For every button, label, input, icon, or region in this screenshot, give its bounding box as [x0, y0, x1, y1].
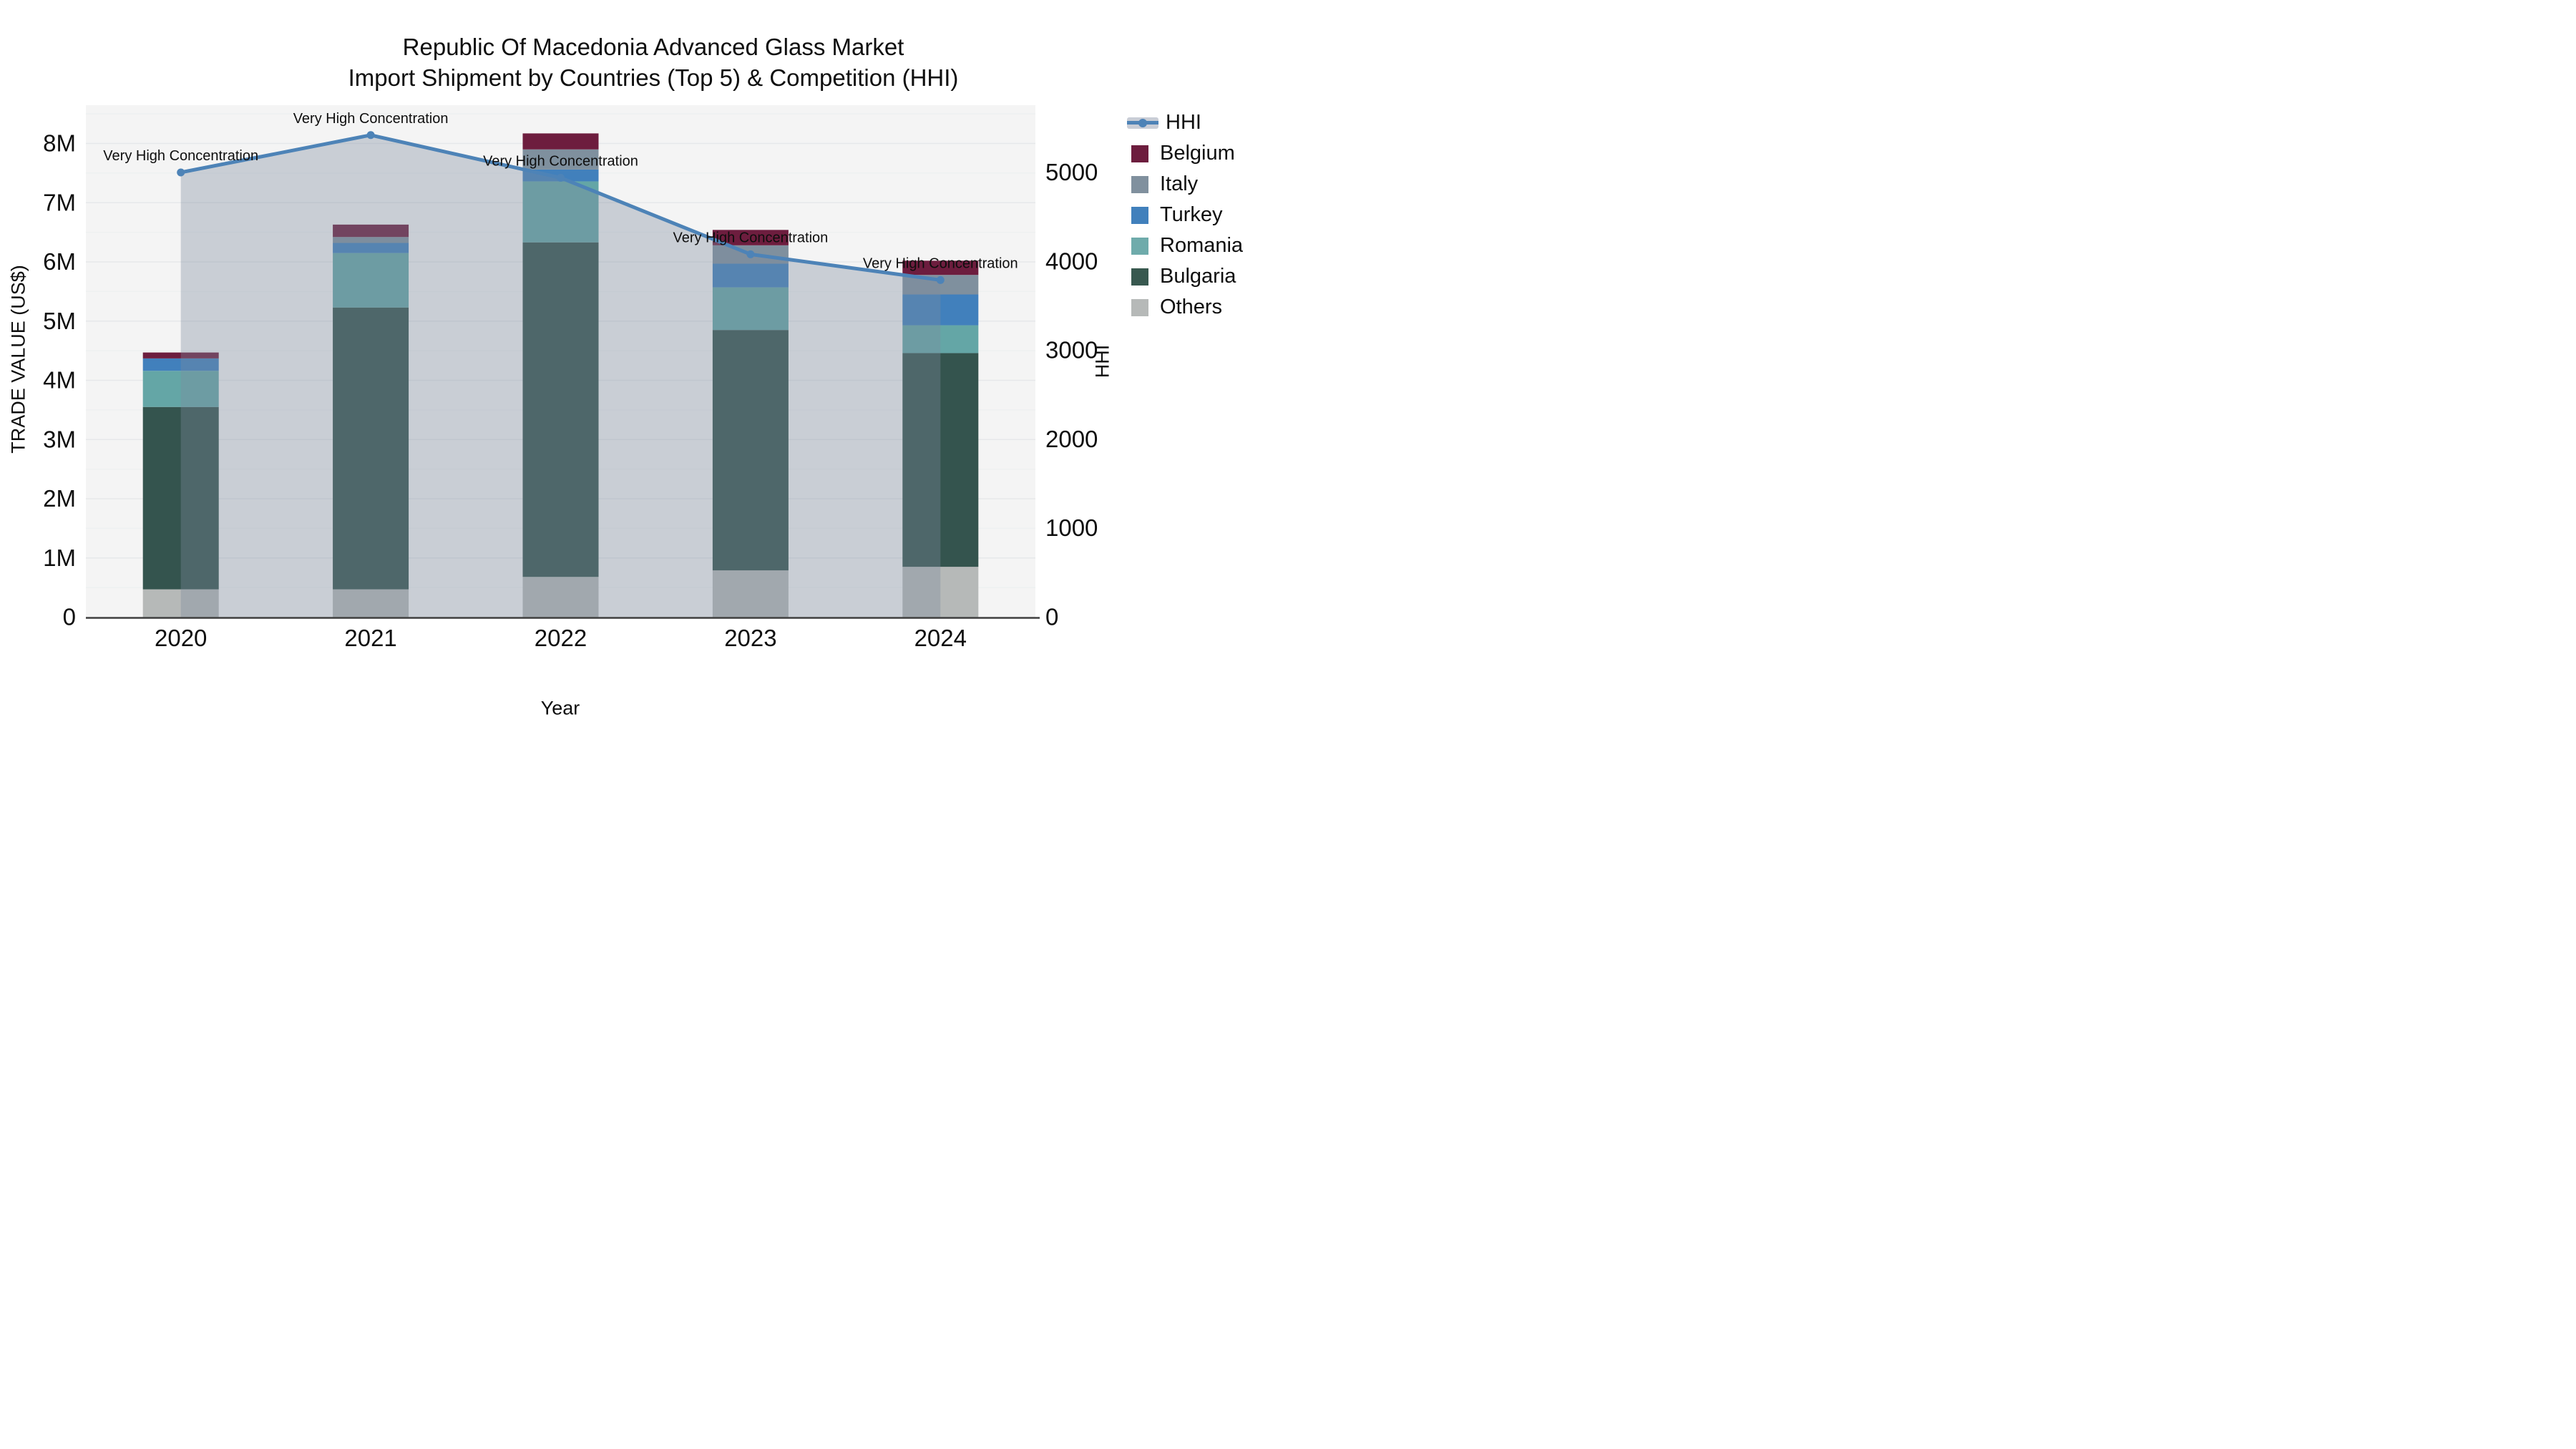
bar-segment-italy-2022[interactable]	[522, 149, 599, 170]
bar-segment-belgium-2020[interactable]	[142, 352, 219, 358]
annotation-2020: Very High Concentration	[103, 148, 258, 164]
hhi-marker-2020[interactable]	[177, 168, 185, 177]
legend-item-bulgaria[interactable]: Bulgaria	[1131, 261, 1243, 292]
color-swatch-icon	[1131, 175, 1148, 193]
bar-segment-turkey-2024[interactable]	[902, 294, 979, 326]
y-left-tick: 2M	[43, 485, 76, 512]
hhi-line-swatch-icon	[1127, 117, 1158, 129]
legend: HHI Belgium Italy Turkey Romania Bulgaria Othe…	[1127, 107, 1243, 323]
x-tick-2020: 2020	[155, 625, 207, 651]
bar-segment-romania-2020[interactable]	[142, 371, 219, 407]
chart-title-line1: Republic Of Macedonia Advanced Glass Mar…	[402, 34, 904, 60]
y-right-tick: 1000	[1045, 514, 1098, 541]
y-right-tick: 0	[1045, 604, 1058, 630]
y-left-tick: 4M	[43, 367, 76, 394]
bar-segment-bulgaria-2022[interactable]	[522, 242, 599, 577]
chart-title: Republic Of Macedonia Advanced Glass Mar…	[0, 31, 1288, 93]
bar-segment-belgium-2024[interactable]	[902, 260, 979, 275]
y-left-tick: 3M	[43, 426, 76, 452]
y-right-tick: 4000	[1045, 248, 1098, 274]
legend-label: HHI	[1166, 111, 1201, 134]
bar-segment-bulgaria-2024[interactable]	[902, 353, 979, 567]
color-swatch-icon	[1131, 298, 1148, 316]
y-axis-title-right: HHI	[1091, 344, 1113, 379]
annotation-2024: Very High Concentration	[863, 255, 1018, 271]
y-right-tick: 5000	[1045, 159, 1098, 185]
bar-segment-others-2022[interactable]	[522, 577, 599, 618]
bar-segment-belgium-2022[interactable]	[522, 133, 599, 150]
bar-segment-others-2020[interactable]	[142, 589, 219, 618]
y-left-tick: 5M	[43, 308, 76, 334]
legend-label: Bulgaria	[1160, 265, 1236, 288]
x-axis-title: Year	[540, 697, 580, 719]
figure: Republic Of Macedonia Advanced Glass Mar…	[0, 0, 1288, 724]
y-left-tick: 0	[63, 604, 76, 630]
bar-segment-turkey-2023[interactable]	[712, 263, 789, 288]
color-swatch-icon	[1131, 268, 1148, 286]
annotation-2023: Very High Concentration	[673, 230, 829, 245]
legend-label: Italy	[1160, 172, 1199, 195]
color-swatch-icon	[1131, 237, 1148, 255]
bar-segment-bulgaria-2020[interactable]	[142, 406, 219, 590]
y-left-tick: 1M	[43, 545, 76, 571]
annotation-2022: Very High Concentration	[483, 153, 638, 169]
bar-segment-belgium-2021[interactable]	[333, 224, 409, 238]
bar-segment-others-2021[interactable]	[333, 589, 409, 618]
color-swatch-icon	[1131, 145, 1148, 162]
hhi-marker-2023[interactable]	[746, 250, 755, 258]
bar-segment-others-2023[interactable]	[712, 570, 789, 618]
bar-segment-romania-2022[interactable]	[522, 181, 599, 243]
legend-item-turkey[interactable]: Turkey	[1131, 200, 1243, 230]
bar-segment-romania-2023[interactable]	[712, 287, 789, 331]
bar-segment-turkey-2021[interactable]	[333, 243, 409, 253]
legend-item-others[interactable]: Others	[1131, 292, 1243, 323]
legend-item-belgium[interactable]: Belgium	[1131, 138, 1243, 169]
y-right-tick: 3000	[1045, 337, 1098, 364]
annotation-2021: Very High Concentration	[293, 111, 449, 127]
hhi-marker-2022[interactable]	[557, 173, 565, 182]
legend-item-hhi[interactable]: HHI	[1127, 107, 1243, 138]
chart-title-line2: Import Shipment by Countries (Top 5) & C…	[348, 64, 959, 91]
x-tick-2024: 2024	[914, 625, 967, 651]
legend-item-romania[interactable]: Romania	[1131, 230, 1243, 261]
legend-label: Romania	[1160, 234, 1244, 257]
legend-label: Belgium	[1160, 142, 1235, 165]
color-swatch-icon	[1131, 206, 1148, 224]
y-axis-title-left: TRADE VALUE (US$)	[7, 265, 29, 454]
x-tick-2021: 2021	[344, 625, 396, 651]
bar-segment-bulgaria-2021[interactable]	[333, 307, 409, 590]
bar-segment-bulgaria-2023[interactable]	[712, 330, 789, 571]
bar-segment-romania-2021[interactable]	[333, 253, 409, 308]
legend-item-italy[interactable]: Italy	[1131, 169, 1243, 200]
x-tick-2022: 2022	[535, 625, 587, 651]
bar-segment-italy-2021[interactable]	[333, 237, 409, 243]
legend-label: Turkey	[1160, 203, 1223, 226]
y-left-tick: 8M	[43, 130, 76, 157]
bar-segment-romania-2024[interactable]	[902, 325, 979, 353]
bar-segment-turkey-2020[interactable]	[142, 358, 219, 371]
x-tick-2023: 2023	[724, 625, 776, 651]
hhi-marker-2021[interactable]	[366, 131, 375, 140]
hhi-marker-2024[interactable]	[936, 275, 945, 284]
y-left-tick: 7M	[43, 189, 76, 215]
bar-segment-belgium-2023[interactable]	[712, 230, 789, 245]
plot-area: 0 1M 2M 3M 4M 5M 6M 7M 8M 0 1000 2000 3000 4000 5000 20…	[43, 105, 1098, 651]
y-right-tick: 2000	[1045, 426, 1098, 452]
legend-label: Others	[1160, 296, 1223, 318]
y-left-tick: 6M	[43, 248, 76, 275]
bar-segment-others-2024[interactable]	[902, 567, 979, 618]
